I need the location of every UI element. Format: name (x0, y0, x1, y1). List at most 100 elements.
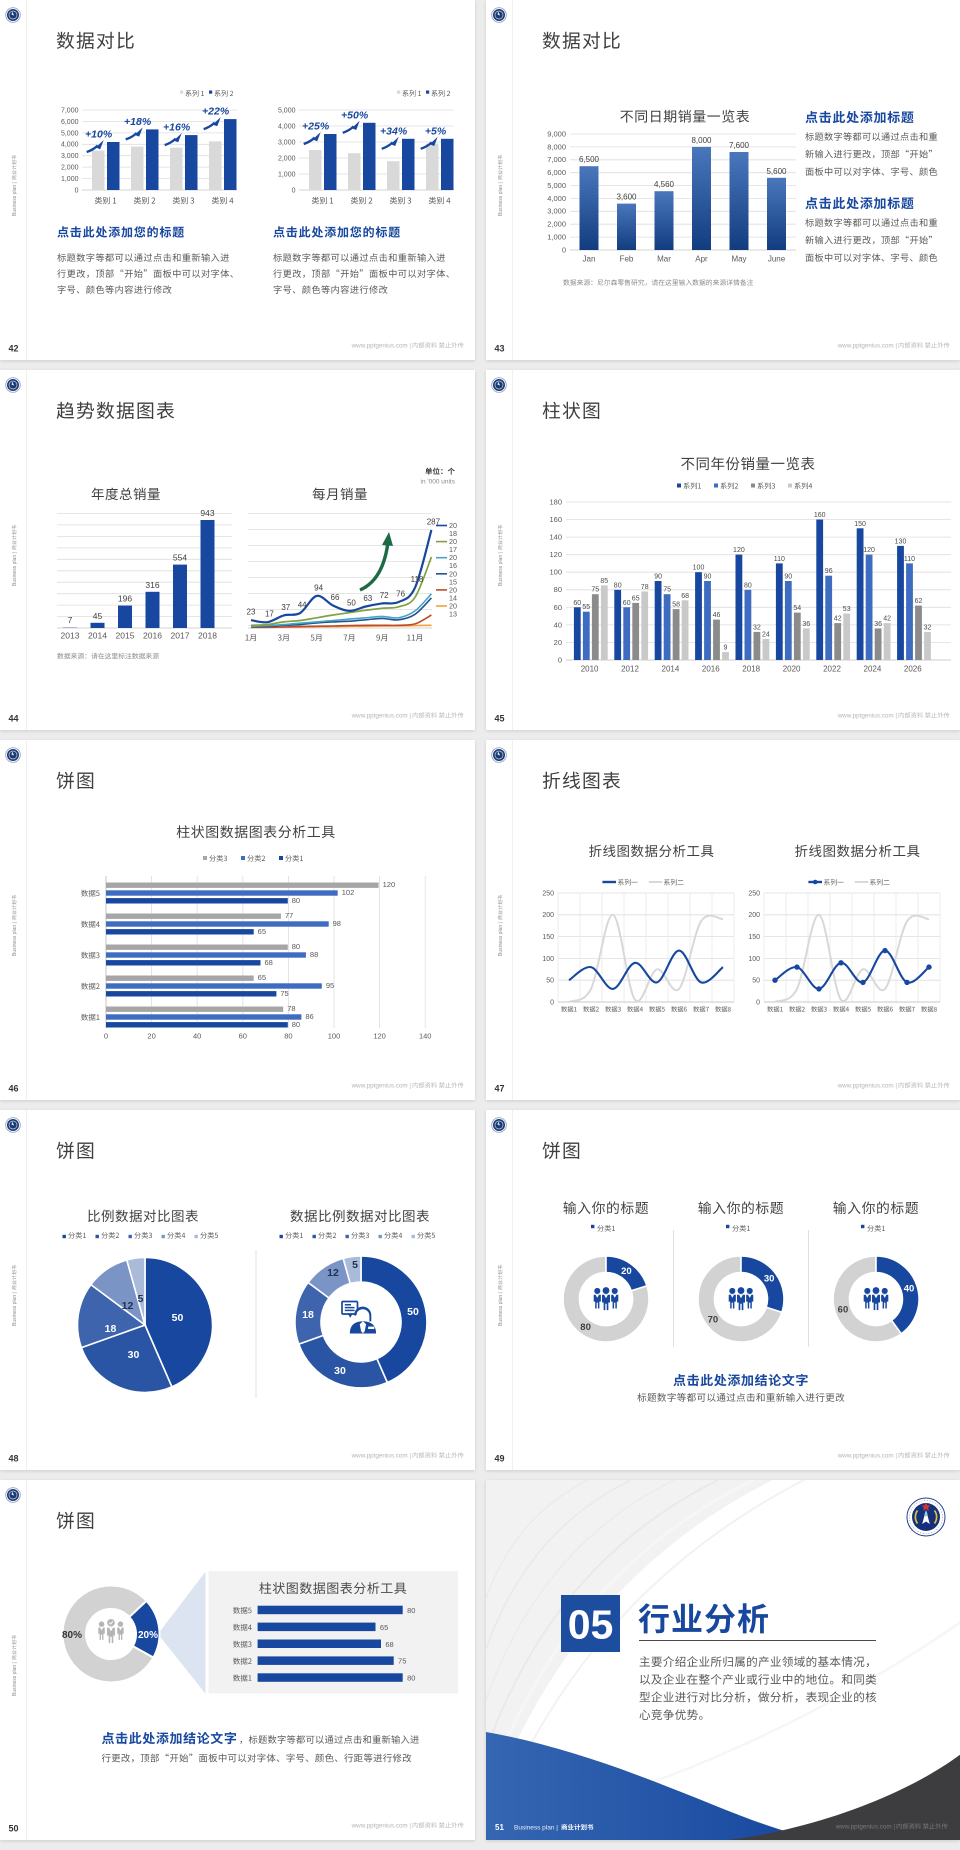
svg-text:49: 49 (494, 1453, 504, 1463)
svg-text:110: 110 (773, 556, 784, 563)
svg-text:2014: 2014 (661, 664, 679, 673)
svg-text:12: 12 (122, 1300, 134, 1312)
svg-text:2012: 2012 (621, 664, 639, 673)
svg-text:63: 63 (363, 594, 372, 603)
svg-text:200: 200 (542, 912, 554, 919)
svg-text:20%: 20% (138, 1630, 158, 1641)
svg-text:Business plan |: Business plan | (12, 922, 18, 956)
svg-text:30: 30 (334, 1365, 346, 1377)
svg-text:80: 80 (284, 1031, 292, 1040)
svg-text:42: 42 (883, 616, 891, 623)
svg-text:20: 20 (449, 585, 457, 594)
svg-text:100: 100 (328, 1031, 341, 1040)
svg-text:2016: 2016 (143, 630, 162, 640)
svg-text:160: 160 (813, 512, 825, 519)
svg-text:7,600: 7,600 (728, 141, 749, 150)
svg-text:110: 110 (903, 556, 914, 563)
svg-text:20: 20 (621, 1266, 632, 1277)
svg-text:75: 75 (663, 587, 671, 594)
svg-text:44: 44 (9, 713, 19, 723)
svg-text:Business plan |: Business plan | (498, 922, 504, 956)
svg-text:20: 20 (449, 601, 457, 610)
svg-text:46: 46 (9, 1083, 19, 1093)
svg-text:96: 96 (824, 568, 832, 575)
svg-text:100: 100 (748, 956, 760, 963)
svg-text:60: 60 (622, 600, 630, 607)
svg-text:05: 05 (567, 1601, 613, 1647)
svg-text:+22%: +22% (202, 106, 230, 118)
svg-text:14: 14 (449, 593, 457, 602)
svg-text:65: 65 (380, 1622, 388, 1631)
svg-text:5: 5 (138, 1293, 144, 1305)
svg-text:1,000: 1,000 (278, 171, 296, 178)
svg-text:2,000: 2,000 (547, 220, 566, 229)
svg-text:36: 36 (802, 621, 810, 628)
svg-text:20: 20 (553, 638, 561, 647)
svg-text:2015: 2015 (116, 630, 135, 640)
svg-text:316: 316 (145, 580, 159, 590)
svg-text:in '000 units: in '000 units (421, 478, 456, 485)
svg-text:20: 20 (449, 521, 457, 530)
svg-text:3,000: 3,000 (61, 153, 79, 160)
svg-text:80: 80 (292, 1020, 300, 1029)
svg-text:20: 20 (449, 569, 457, 578)
svg-text:80: 80 (292, 942, 300, 951)
svg-text:3,000: 3,000 (278, 139, 296, 146)
svg-text:47: 47 (494, 1083, 504, 1093)
svg-text:4,000: 4,000 (547, 194, 566, 203)
svg-text:40: 40 (903, 1283, 914, 1294)
svg-text:www.pptgenius.com |: www.pptgenius.com | (834, 1823, 895, 1830)
svg-text:2016: 2016 (701, 664, 719, 673)
svg-text:0: 0 (557, 655, 561, 664)
svg-text:45: 45 (93, 611, 103, 621)
svg-text:1,000: 1,000 (61, 176, 79, 183)
svg-text:15: 15 (449, 577, 457, 586)
svg-text:80%: 80% (62, 1630, 82, 1641)
svg-text:102: 102 (342, 888, 355, 897)
svg-text:2013: 2013 (61, 630, 80, 640)
svg-text:8,000: 8,000 (691, 136, 712, 145)
svg-text:37: 37 (281, 603, 290, 612)
svg-text:32: 32 (753, 624, 761, 631)
svg-text:20: 20 (147, 1031, 155, 1040)
svg-text:20: 20 (449, 537, 457, 546)
svg-text:www.pptgenius.com |: www.pptgenius.com | (351, 343, 412, 350)
svg-text:Business plan |: Business plan | (12, 552, 18, 586)
svg-text:2,000: 2,000 (278, 155, 296, 162)
svg-text:98: 98 (333, 919, 341, 928)
svg-text:80: 80 (292, 896, 300, 905)
svg-text:0: 0 (550, 999, 554, 1006)
svg-text:8,000: 8,000 (547, 142, 566, 151)
svg-text:18: 18 (302, 1309, 314, 1321)
svg-text:50: 50 (546, 977, 554, 984)
svg-text:2014: 2014 (88, 630, 107, 640)
svg-text:140: 140 (549, 532, 562, 541)
svg-text:4,560: 4,560 (653, 180, 674, 189)
svg-text:www.pptgenius.com |: www.pptgenius.com | (351, 1822, 412, 1829)
svg-text:3,000: 3,000 (547, 207, 566, 216)
svg-text:75: 75 (591, 587, 599, 594)
svg-text:120: 120 (549, 550, 562, 559)
svg-text:5,000: 5,000 (278, 107, 296, 114)
svg-text:0: 0 (756, 999, 760, 1006)
svg-text:50: 50 (347, 598, 356, 607)
svg-text:100: 100 (692, 565, 704, 572)
svg-text:54: 54 (793, 605, 801, 612)
svg-text:30: 30 (763, 1273, 774, 1284)
svg-text:Business plan |: Business plan | (498, 182, 504, 216)
svg-text:160: 160 (549, 515, 562, 524)
svg-text:88: 88 (310, 950, 318, 959)
svg-text:0: 0 (292, 187, 296, 194)
svg-text:80: 80 (613, 582, 621, 589)
svg-text:140: 140 (419, 1031, 432, 1040)
svg-text:5: 5 (352, 1259, 358, 1271)
svg-text:Apr: Apr (695, 255, 708, 264)
svg-text:www.pptgenius.com |: www.pptgenius.com | (351, 1452, 412, 1459)
svg-text:53: 53 (842, 606, 850, 613)
svg-text:2017: 2017 (171, 630, 190, 640)
svg-text:7,000: 7,000 (61, 107, 79, 114)
svg-text:77: 77 (285, 911, 293, 920)
svg-text:554: 554 (173, 552, 187, 562)
svg-text:42: 42 (9, 344, 19, 354)
svg-text:40: 40 (193, 1031, 201, 1040)
